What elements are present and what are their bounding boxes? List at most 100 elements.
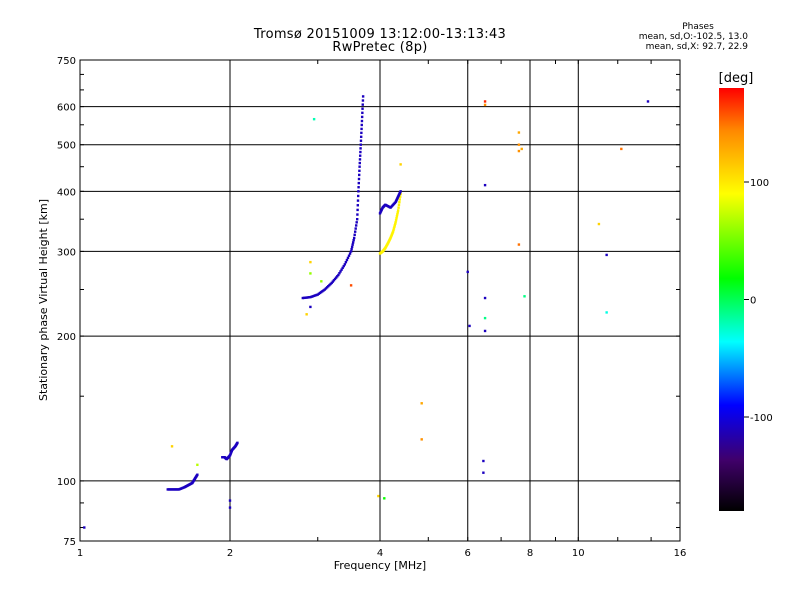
trace-point (176, 488, 180, 491)
trace-point (361, 95, 365, 98)
scatter-point (646, 100, 650, 103)
y-tick-label: 600 (57, 103, 76, 114)
trace-point (355, 218, 359, 221)
trace-point (307, 296, 311, 299)
y-tick-label: 100 (57, 477, 76, 488)
trace-point (358, 169, 361, 173)
trace-point (305, 296, 308, 299)
scatter-point (520, 147, 523, 151)
scatter-point (468, 324, 471, 328)
trace-point (357, 186, 360, 189)
trace-point (357, 181, 360, 185)
trace-point (386, 242, 389, 246)
trace-point (301, 296, 305, 300)
scatter-point (482, 471, 485, 474)
chart-subtitle: RwPretec (8p) (332, 40, 428, 55)
y-tick-label: 200 (57, 332, 76, 343)
trace-point (344, 260, 348, 264)
trace-point (355, 221, 358, 224)
trace-point (392, 228, 395, 232)
trace-point (352, 236, 356, 240)
y-axis-label: Stationary phase Virtual Height [km] (37, 199, 50, 401)
trace-point (349, 250, 353, 253)
trace-point (358, 161, 361, 165)
trace-point (359, 139, 363, 142)
trace-point (383, 247, 387, 250)
trace-point (358, 158, 362, 161)
scatter-point (483, 183, 487, 187)
trace-point (357, 177, 361, 181)
trace-point (334, 276, 338, 279)
trace-point (304, 296, 307, 299)
scatter-point (483, 100, 487, 103)
trace-point (333, 277, 337, 281)
colorbar-tick-label: 0 (750, 296, 756, 307)
trace-point (195, 474, 199, 477)
trace-point (347, 254, 351, 257)
grid (80, 60, 680, 541)
colorbar: [deg] 100 0 -100 (719, 71, 773, 511)
trace-point (311, 295, 315, 298)
trace-point (361, 103, 364, 106)
scatter-point (605, 253, 608, 257)
trace-point (358, 154, 362, 157)
trace-point (348, 252, 352, 255)
trace-point (352, 238, 355, 242)
trace-point (393, 201, 397, 205)
scatter-point (420, 402, 423, 405)
trace-point (388, 237, 392, 241)
x-tick-label: 1 (77, 548, 83, 559)
trace-point (341, 266, 344, 270)
trace-point (312, 294, 316, 298)
trace-point (361, 111, 364, 115)
trace-point (230, 449, 233, 453)
trace-point (314, 294, 317, 297)
trace-point (354, 224, 358, 227)
trace-point (398, 198, 402, 201)
trace-point (359, 150, 362, 154)
scatter-point (170, 445, 174, 448)
trace-point (332, 279, 336, 282)
trace-point (357, 173, 361, 177)
trace-point (322, 289, 325, 292)
trace-point (350, 247, 353, 251)
scatter-point (228, 506, 232, 509)
scatter-point (320, 280, 323, 283)
trace-point (393, 224, 397, 227)
scatter-point (228, 499, 232, 502)
y-tick-label: 750 (57, 56, 76, 67)
trace-point (394, 219, 398, 222)
trace-point (338, 271, 341, 275)
trace-point (356, 199, 360, 202)
trace-point (340, 268, 343, 271)
scatter-point (349, 284, 353, 287)
x-tick-label: 2 (227, 548, 233, 559)
trace-point (359, 147, 362, 150)
trace-point (354, 227, 357, 230)
colorbar-gradient (719, 88, 744, 511)
scatter-point (309, 272, 312, 275)
scatter-point (517, 243, 521, 246)
colorbar-tick-label: 100 (750, 178, 769, 189)
scatter-point (83, 526, 86, 529)
trace-point (398, 200, 401, 204)
trace-point (394, 221, 397, 224)
scatter-point (483, 103, 487, 107)
trace-point (345, 258, 349, 262)
colorbar-tick-label: -100 (750, 413, 773, 424)
trace-point (351, 243, 354, 246)
scatter-point (377, 494, 380, 498)
trace-point (399, 190, 402, 194)
trace-point (350, 245, 354, 249)
scatter-point (312, 117, 316, 121)
trace-point (391, 231, 394, 234)
trace-point (356, 213, 359, 216)
scatter-point (196, 463, 199, 467)
scatter-point (483, 316, 487, 320)
trace-point (336, 275, 339, 278)
colorbar-label: [deg] (719, 71, 754, 86)
trace-point (393, 225, 396, 229)
scatter-point (597, 222, 601, 226)
scatter-point (482, 459, 485, 463)
